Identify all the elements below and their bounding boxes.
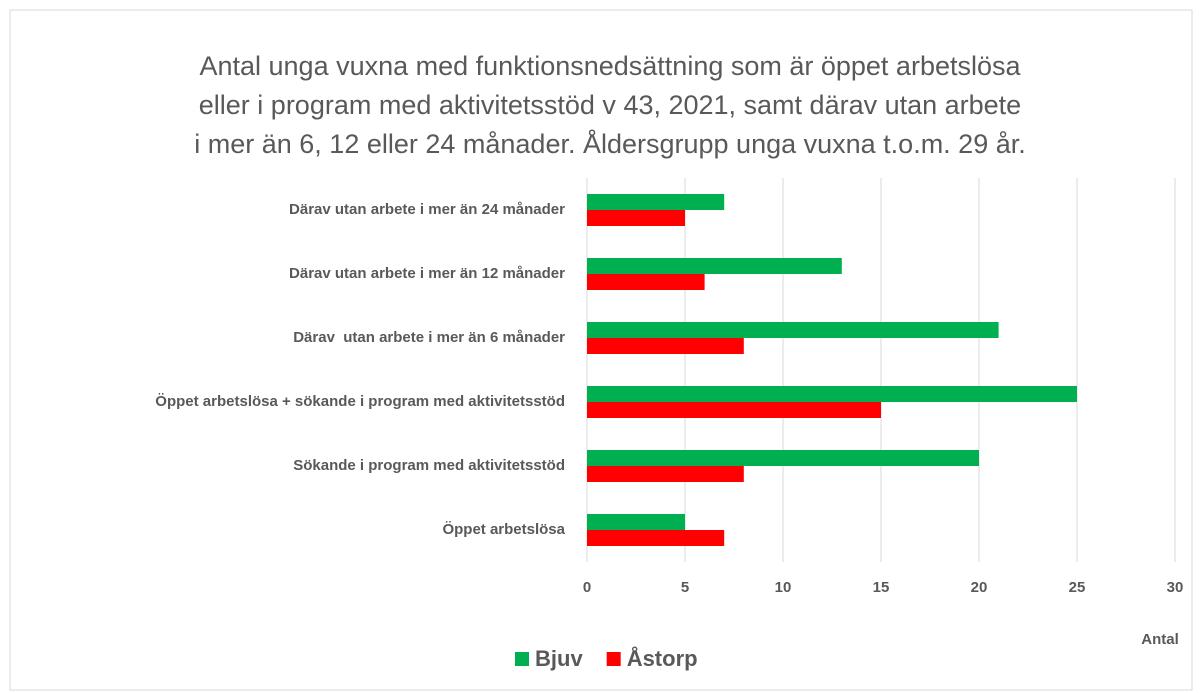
bar bbox=[587, 194, 725, 210]
legend-label: Bjuv bbox=[535, 646, 583, 671]
y-tick-label: Därav utan arbete i mer än 12 månader bbox=[289, 265, 565, 282]
bar bbox=[587, 450, 979, 466]
y-tick-label: Sökande i program med aktivitetsstöd bbox=[293, 457, 565, 474]
x-tick-label: 15 bbox=[873, 579, 890, 596]
x-axis-label: Antal bbox=[1141, 631, 1179, 648]
x-tick-label: 20 bbox=[971, 579, 988, 596]
legend-swatch bbox=[515, 652, 529, 666]
bar bbox=[587, 274, 705, 290]
bar bbox=[587, 210, 685, 226]
bar bbox=[587, 386, 1077, 402]
bar bbox=[587, 402, 881, 418]
y-tick-label: Öppet arbetslösa bbox=[442, 521, 565, 538]
x-tick-label: 5 bbox=[681, 579, 689, 596]
x-tick-label: 10 bbox=[775, 579, 792, 596]
y-tick-label: Öppet arbetslösa + sökande i program med… bbox=[155, 393, 565, 410]
legend-swatch bbox=[606, 652, 621, 666]
chart-title: i mer än 6, 12 eller 24 månader. Åldersg… bbox=[194, 128, 1026, 159]
bar bbox=[587, 322, 999, 338]
bar bbox=[587, 466, 744, 482]
bar bbox=[587, 514, 685, 530]
x-tick-label: 30 bbox=[1167, 579, 1184, 596]
bar bbox=[587, 258, 842, 274]
chart-title: eller i program med aktivitetsstöd v 43,… bbox=[199, 90, 1021, 120]
bar bbox=[587, 338, 744, 354]
bar bbox=[587, 530, 725, 546]
x-tick-label: 0 bbox=[583, 579, 591, 596]
y-tick-label: Därav utan arbete i mer än 24 månader bbox=[289, 201, 565, 218]
y-tick-label: Därav utan arbete i mer än 6 månader bbox=[293, 329, 565, 346]
chart-title: Antal unga vuxna med funktionsnedsättnin… bbox=[199, 51, 1021, 81]
legend-label: Åstorp bbox=[627, 645, 698, 671]
x-tick-label: 25 bbox=[1069, 579, 1086, 596]
